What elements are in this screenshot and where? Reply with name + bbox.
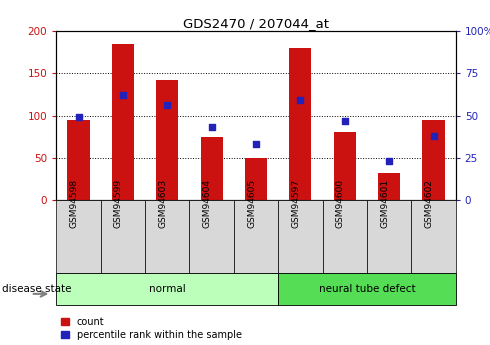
Text: GSM94605: GSM94605: [247, 179, 256, 228]
Bar: [422, 120, 444, 200]
Bar: [411, 200, 456, 273]
Point: [208, 125, 216, 130]
Text: GSM94600: GSM94600: [336, 179, 345, 228]
Point: [252, 141, 260, 147]
Bar: [278, 273, 456, 305]
Text: normal: normal: [149, 284, 186, 294]
Point: [296, 98, 304, 103]
Bar: [289, 48, 312, 200]
Point: [385, 158, 393, 164]
Text: GSM94603: GSM94603: [158, 179, 167, 228]
Bar: [56, 200, 101, 273]
Point: [119, 92, 127, 98]
Bar: [56, 273, 278, 305]
Point: [430, 133, 438, 139]
Bar: [322, 200, 367, 273]
Legend: count, percentile rank within the sample: count, percentile rank within the sample: [61, 317, 242, 340]
Bar: [378, 173, 400, 200]
Bar: [245, 158, 267, 200]
Bar: [278, 200, 322, 273]
Bar: [68, 120, 90, 200]
Point: [341, 118, 349, 124]
Bar: [101, 200, 145, 273]
Text: GSM94599: GSM94599: [114, 179, 123, 228]
Bar: [367, 200, 411, 273]
Text: disease state: disease state: [2, 284, 72, 294]
Bar: [234, 200, 278, 273]
Title: GDS2470 / 207044_at: GDS2470 / 207044_at: [183, 17, 329, 30]
Bar: [200, 137, 223, 200]
Text: GSM94597: GSM94597: [292, 179, 300, 228]
Text: GSM94598: GSM94598: [70, 179, 78, 228]
Bar: [334, 132, 356, 200]
Bar: [112, 44, 134, 200]
Text: GSM94601: GSM94601: [380, 179, 389, 228]
Bar: [190, 200, 234, 273]
Bar: [145, 200, 190, 273]
Bar: [156, 80, 178, 200]
Text: neural tube defect: neural tube defect: [318, 284, 415, 294]
Point: [163, 103, 171, 108]
Text: GSM94604: GSM94604: [203, 179, 212, 228]
Text: GSM94602: GSM94602: [424, 179, 434, 228]
Point: [74, 115, 82, 120]
